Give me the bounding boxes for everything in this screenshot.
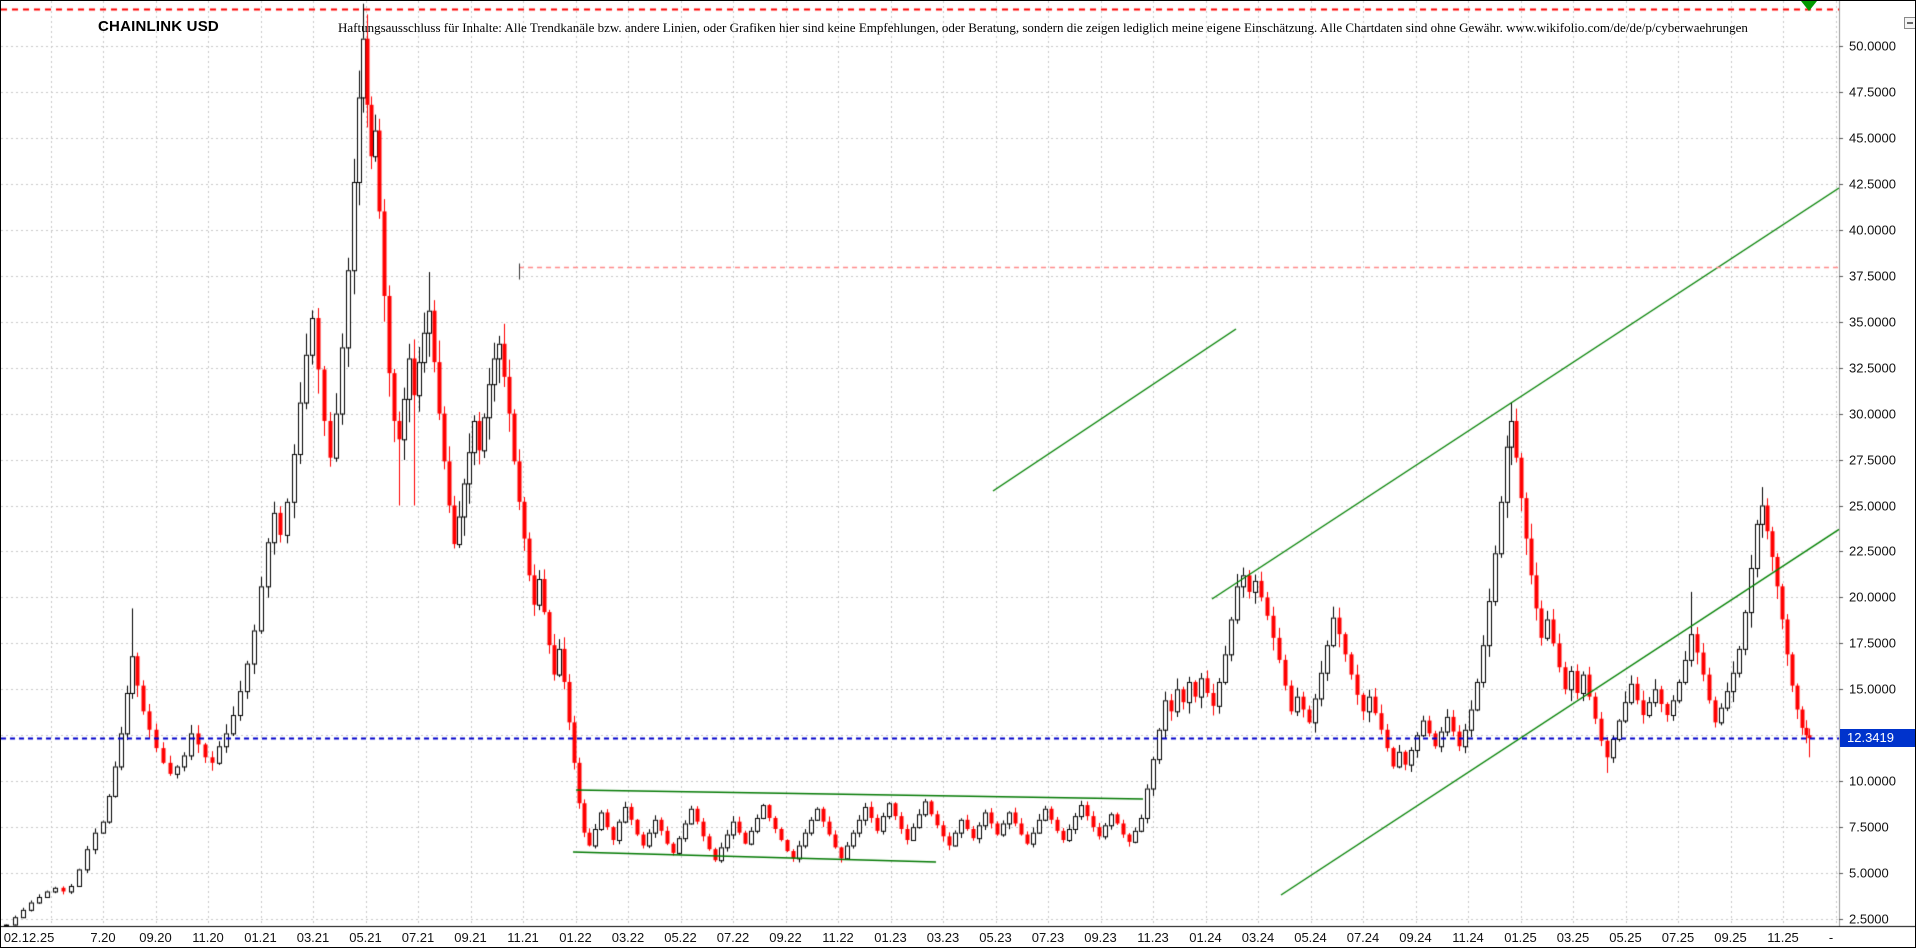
minimize-icon[interactable] [1904, 17, 1915, 29]
y-axis-label: 27.5000 [1849, 452, 1896, 468]
x-axis-label: 05.25 [1609, 930, 1642, 945]
x-axis-label: 09.24 [1399, 930, 1432, 945]
x-axis-label: 07.24 [1346, 930, 1380, 945]
x-axis-label: 11.25 [1767, 930, 1799, 945]
y-axis-label: 42.5000 [1849, 176, 1896, 192]
page-title: CHAINLINK USD [98, 18, 219, 35]
x-axis-label: 01.22 [559, 930, 592, 945]
x-axis-label: 05.21 [349, 930, 382, 945]
y-axis-label: 17.5000 [1849, 635, 1896, 651]
x-axis-label: 11.23 [1137, 930, 1169, 945]
x-axis-label: 7.20 [90, 930, 116, 945]
x-axis-label: 09.20 [139, 930, 172, 945]
y-axis-label: 32.5000 [1849, 360, 1896, 376]
x-axis-label: 03.22 [611, 930, 645, 945]
y-axis-label: 7.5000 [1849, 819, 1889, 835]
x-axis-label: 07.23 [1031, 930, 1065, 945]
x-axis-label: 09.25 [1714, 930, 1747, 945]
x-axis-label: 11.24 [1452, 930, 1484, 945]
disclaimer-text: Haftungsausschluss für Inhalte: Alle Tre… [338, 20, 1748, 35]
y-axis-label: 2.5000 [1849, 911, 1889, 927]
x-axis-label: 11.22 [822, 930, 854, 945]
x-axis-label: 11.21 [507, 930, 539, 945]
x-axis-label: 01.25 [1504, 930, 1537, 945]
y-axis-label: 20.0000 [1849, 589, 1896, 605]
y-axis-label: 35.0000 [1849, 314, 1896, 330]
y-axis-label: 22.5000 [1849, 543, 1896, 559]
y-axis-label: 37.5000 [1849, 268, 1896, 284]
x-axis-label: 11.20 [192, 930, 224, 945]
x-axis-label: 05.23 [979, 930, 1012, 945]
y-axis-label: 30.0000 [1849, 406, 1896, 422]
alarm-marker-icon [1801, 1, 1817, 11]
x-axis-label: 03.21 [296, 930, 330, 945]
x-axis-label: 02.12.25 [3, 930, 55, 945]
x-axis-label: 05.24 [1294, 930, 1327, 945]
x-axis-label: 09.23 [1084, 930, 1117, 945]
x-axis-label: 03.23 [926, 930, 960, 945]
y-axis-label: 10.0000 [1849, 773, 1896, 789]
last-price-tag: 12.3419 [1840, 729, 1915, 748]
y-axis-label: 40.0000 [1849, 222, 1896, 238]
x-axis-label: 09.21 [454, 930, 487, 945]
y-axis-label: 15.0000 [1849, 681, 1896, 697]
x-axis-label: 03.24 [1241, 930, 1275, 945]
x-axis-label: - [1828, 930, 1834, 945]
x-axis-label: 05.22 [664, 930, 697, 945]
x-axis-label: 03.25 [1556, 930, 1590, 945]
y-axis-label: 45.0000 [1849, 130, 1896, 146]
x-axis-label: 01.23 [874, 930, 907, 945]
y-axis-label: 5.0000 [1849, 865, 1889, 881]
x-axis-label: 09.22 [769, 930, 802, 945]
x-axis-label: 01.21 [244, 930, 277, 945]
y-axis-label: 25.0000 [1849, 498, 1896, 513]
x-axis-label: 01.24 [1189, 930, 1222, 945]
y-axis-label: 47.5000 [1849, 84, 1896, 100]
x-axis-label: 07.22 [716, 930, 750, 945]
x-axis-label: 07.25 [1661, 930, 1695, 945]
y-axis-label: 50.0000 [1849, 38, 1896, 54]
x-axis-label: 07.21 [401, 930, 435, 945]
